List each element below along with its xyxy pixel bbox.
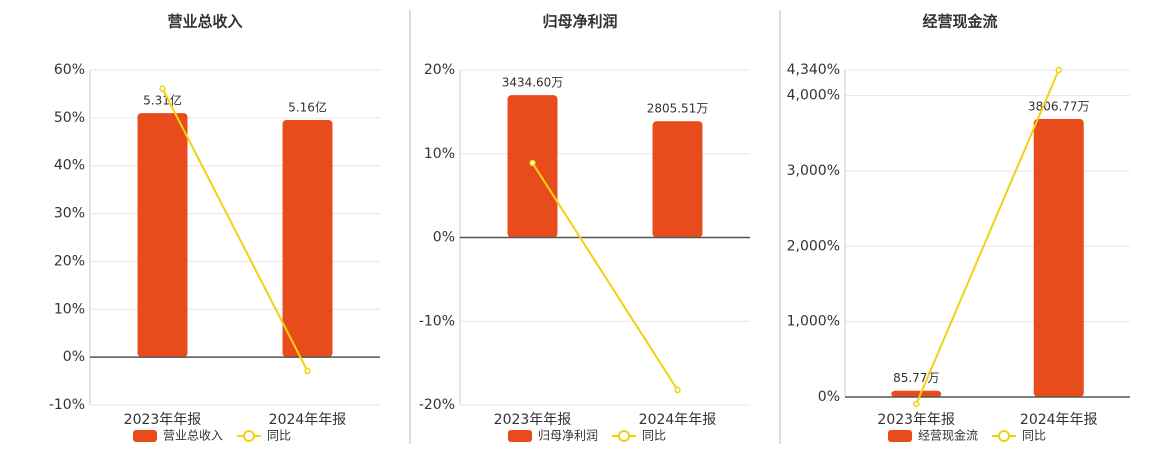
legend-label: 同比 xyxy=(642,429,666,443)
y-tick-label: -10% xyxy=(49,397,85,413)
y-tick-label: 3,000% xyxy=(787,163,840,179)
y-tick-label: 60% xyxy=(54,62,85,78)
y-tick-label: 20% xyxy=(424,62,455,78)
bar xyxy=(1033,119,1084,398)
x-tick-label: 2024年年报 xyxy=(1020,412,1098,428)
line-point xyxy=(674,386,681,394)
line-point xyxy=(159,85,166,92)
y-tick-label: 1,000% xyxy=(787,314,840,330)
x-tick-label: 2023年年报 xyxy=(124,412,202,428)
y-tick-label: 10% xyxy=(54,301,85,317)
chart-title: 归母净利润 xyxy=(542,13,617,31)
legend-marker xyxy=(243,430,255,442)
x-tick-label: 2023年年报 xyxy=(877,412,955,428)
legend-label: 同比 xyxy=(1022,429,1046,443)
value-label: 85.77万 xyxy=(893,371,939,385)
legend-swatch xyxy=(508,430,532,442)
y-tick-label: 30% xyxy=(54,206,85,222)
y-tick-label: 40% xyxy=(54,158,85,174)
y-tick-label: -10% xyxy=(419,313,455,329)
line-point xyxy=(1055,66,1062,74)
y-tick-label: 10% xyxy=(424,146,455,162)
legend-marker xyxy=(998,430,1010,442)
legend-label: 经营现金流 xyxy=(918,428,978,443)
value-label: 5.16亿 xyxy=(288,99,327,114)
value-label: 5.31亿 xyxy=(143,93,182,108)
bar xyxy=(507,95,558,238)
y-tick-label: 4,340% xyxy=(787,62,840,78)
x-tick-label: 2024年年报 xyxy=(269,412,347,428)
y-tick-label: 4,000% xyxy=(787,88,840,104)
y-tick-label: 0% xyxy=(818,389,840,405)
y-tick-label: 20% xyxy=(54,253,85,269)
y-tick-label: -20% xyxy=(419,397,455,413)
bar xyxy=(891,390,942,397)
legend-swatch xyxy=(888,430,912,442)
bar xyxy=(652,121,703,238)
legend-marker xyxy=(618,430,630,442)
bar xyxy=(282,119,333,358)
value-label: 3806.77万 xyxy=(1028,100,1090,114)
line-point xyxy=(913,400,920,408)
legend-label: 同比 xyxy=(267,429,291,443)
line xyxy=(161,88,309,372)
line xyxy=(915,69,1060,405)
y-tick-label: 2,000% xyxy=(787,238,840,254)
chart-title: 经营现金流 xyxy=(922,13,997,31)
y-tick-label: 0% xyxy=(63,349,85,365)
value-label: 2805.51万 xyxy=(647,102,709,116)
x-tick-label: 2023年年报 xyxy=(494,412,572,428)
bar xyxy=(137,113,188,358)
value-label: 3434.60万 xyxy=(502,76,564,90)
y-tick-label: 50% xyxy=(54,110,85,126)
legend-label: 营业总收入 xyxy=(163,429,223,443)
line-point xyxy=(304,367,311,375)
legend-swatch xyxy=(133,430,157,442)
line-point xyxy=(529,159,536,167)
x-tick-label: 2024年年报 xyxy=(639,412,717,428)
line xyxy=(531,162,679,391)
legend-label: 归母净利润 xyxy=(538,429,598,443)
chart-title: 营业总收入 xyxy=(167,13,242,31)
y-tick-label: 0% xyxy=(433,230,455,246)
